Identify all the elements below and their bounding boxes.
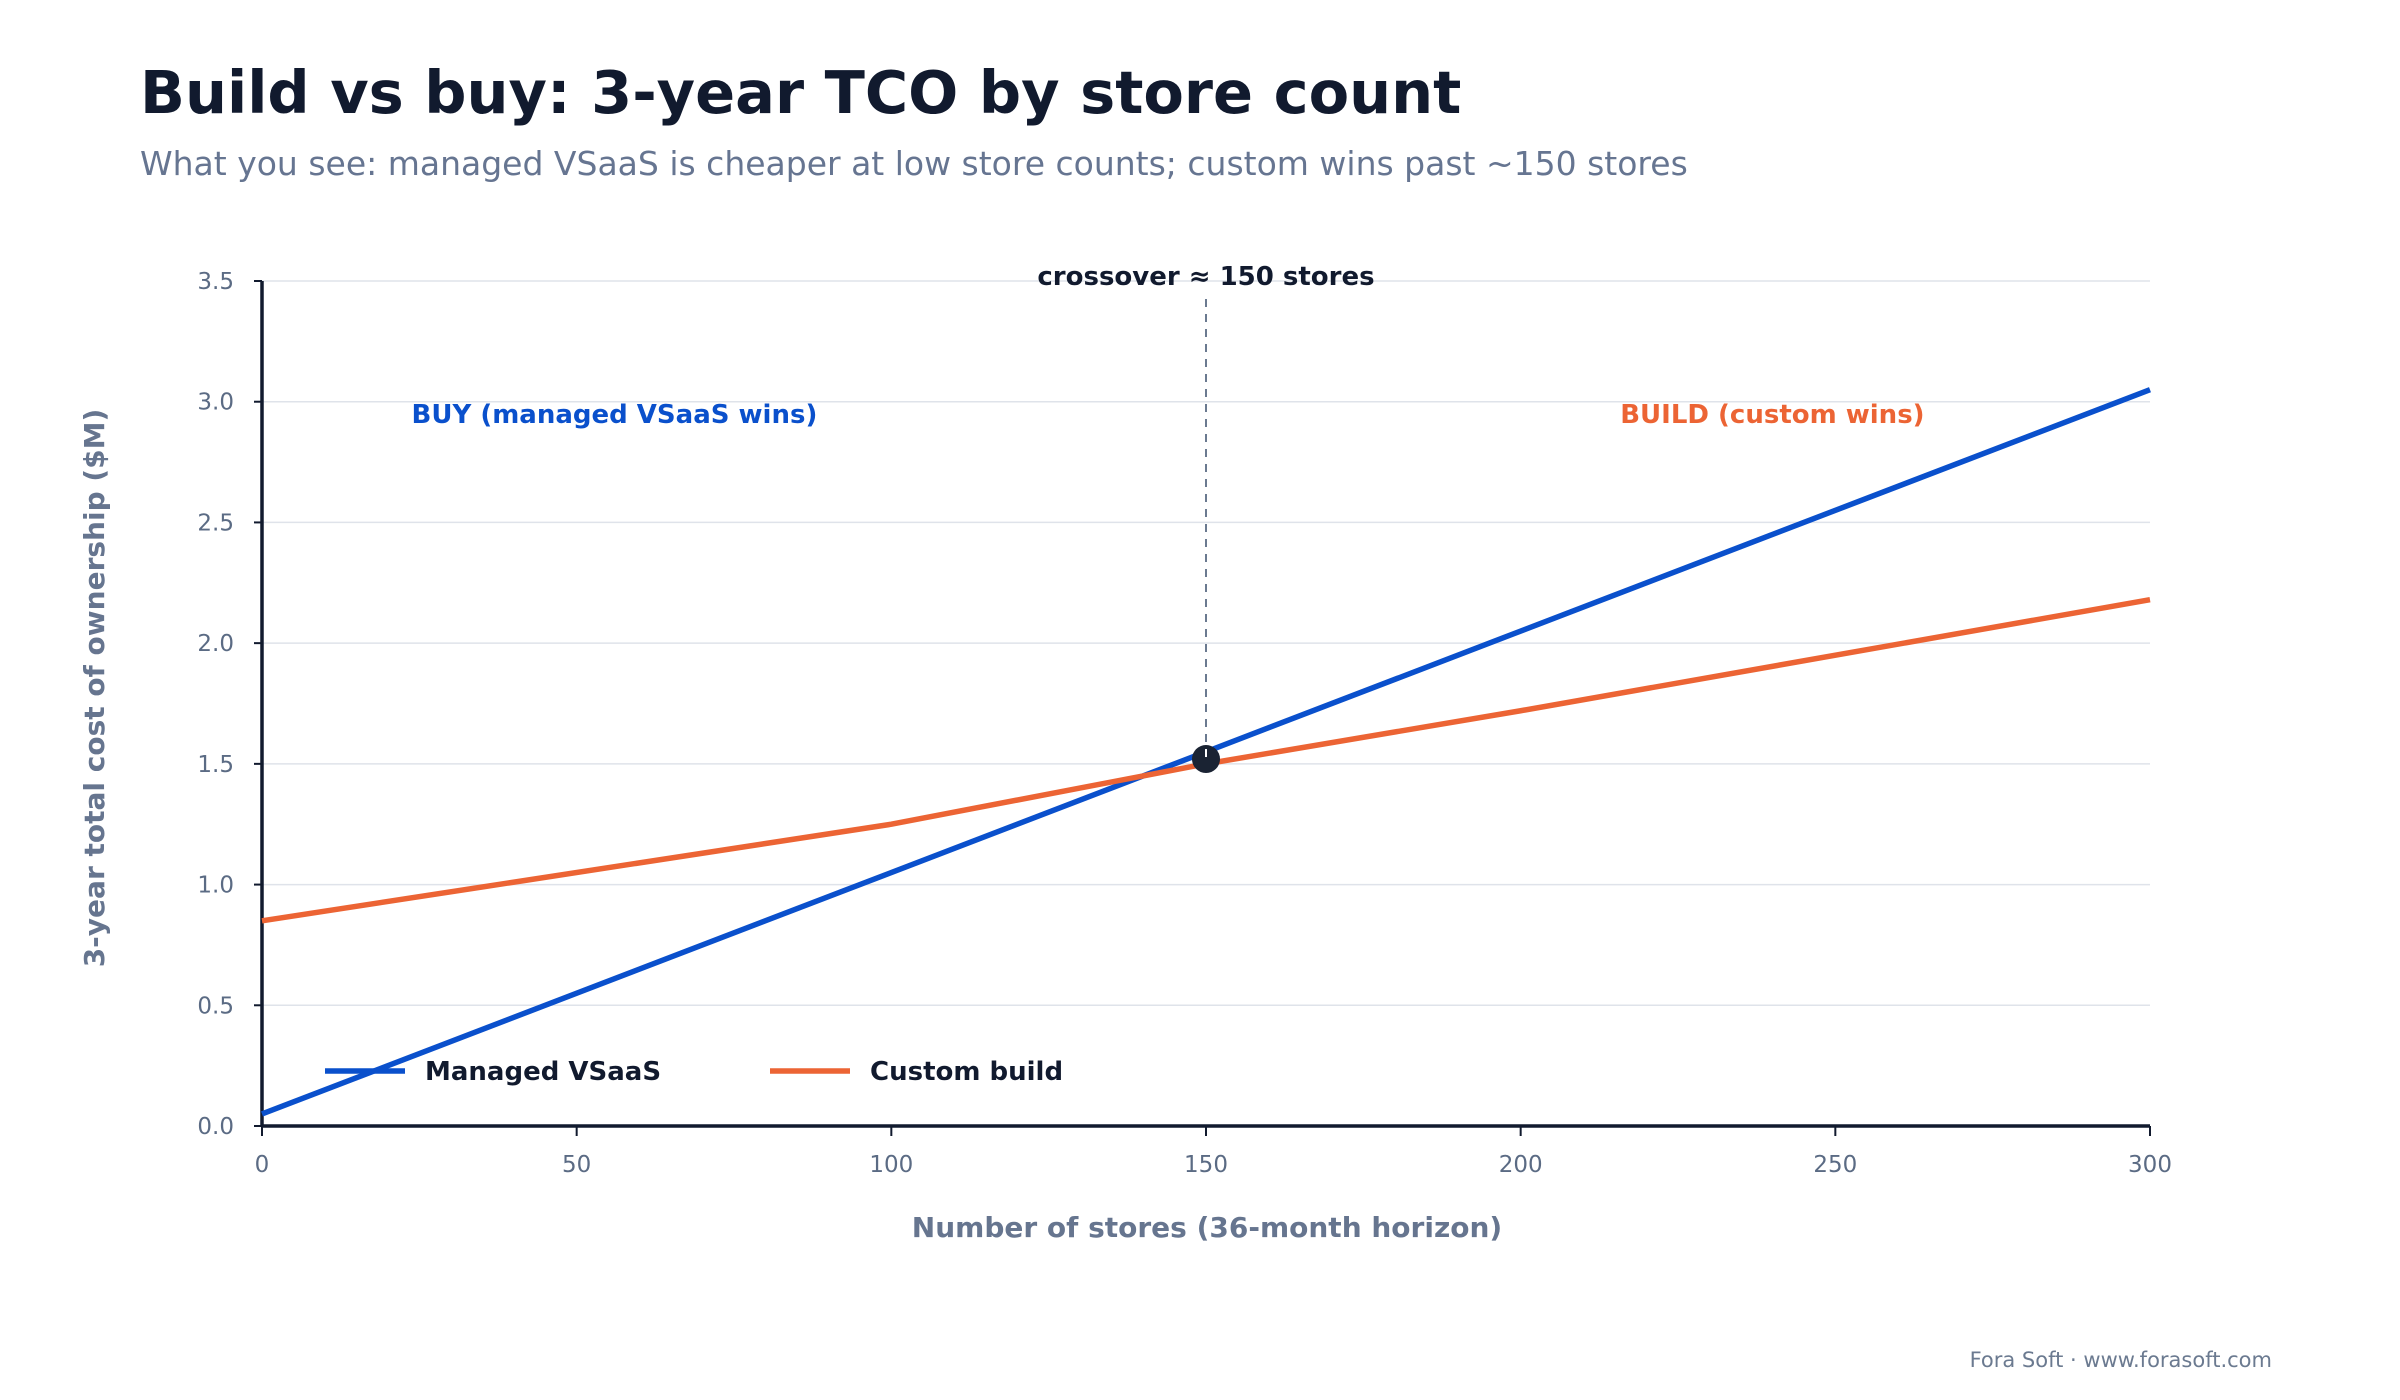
x-tick-label: 200: [1499, 1152, 1543, 1178]
crossover-marker: [1192, 745, 1220, 774]
region-label-build: BUILD (custom wins): [1620, 400, 1924, 430]
crossover-label: crossover ≈ 150 stores: [1037, 262, 1374, 292]
x-tick-label: 0: [255, 1152, 270, 1178]
chart-title: Build vs buy: 3-year TCO by store count: [140, 58, 1461, 127]
y-axis-label: 3-year total cost of ownership ($M): [78, 409, 111, 968]
x-tick-label: 100: [869, 1152, 913, 1178]
y-tick-label: 3.5: [197, 269, 234, 295]
region-label-buy: BUY (managed VSaaS wins): [412, 400, 818, 430]
x-tick-label: 150: [1184, 1152, 1228, 1178]
x-tick-label: 250: [1813, 1152, 1857, 1178]
y-tick-label: 1.0: [197, 873, 234, 899]
y-tick-label: 1.5: [197, 752, 234, 778]
y-tick-label: 2.5: [197, 510, 234, 536]
footer-credit: Fora Soft · www.forasoft.com: [1970, 1348, 2272, 1372]
annotations: crossover ≈ 150 stores BUY (managed VSaaS…: [412, 262, 1925, 774]
y-tick-label: 0.0: [197, 1114, 234, 1140]
chart-subtitle: What you see: managed VSaaS is cheaper a…: [140, 144, 1688, 183]
y-tick-label: 3.0: [197, 390, 234, 416]
x-axis-label: Number of stores (36-month horizon): [912, 1211, 1502, 1244]
legend-label-managed-vsaas: Managed VSaaS: [425, 1057, 661, 1087]
y-tick-label: 2.0: [197, 631, 234, 657]
x-tick-label: 300: [2128, 1152, 2172, 1178]
tick-labels: 0.0 0.5 1.0 1.5 2.0 2.5 3.0 3.5 0 50 100 150 200 250 3…: [197, 269, 2172, 1178]
legend: Managed VSaaS Custom build: [325, 1057, 1063, 1087]
y-tick-label: 0.5: [197, 993, 234, 1019]
x-tick-label: 50: [562, 1152, 591, 1178]
legend-label-custom-build: Custom build: [870, 1057, 1063, 1087]
axes: [254, 280, 2151, 1136]
